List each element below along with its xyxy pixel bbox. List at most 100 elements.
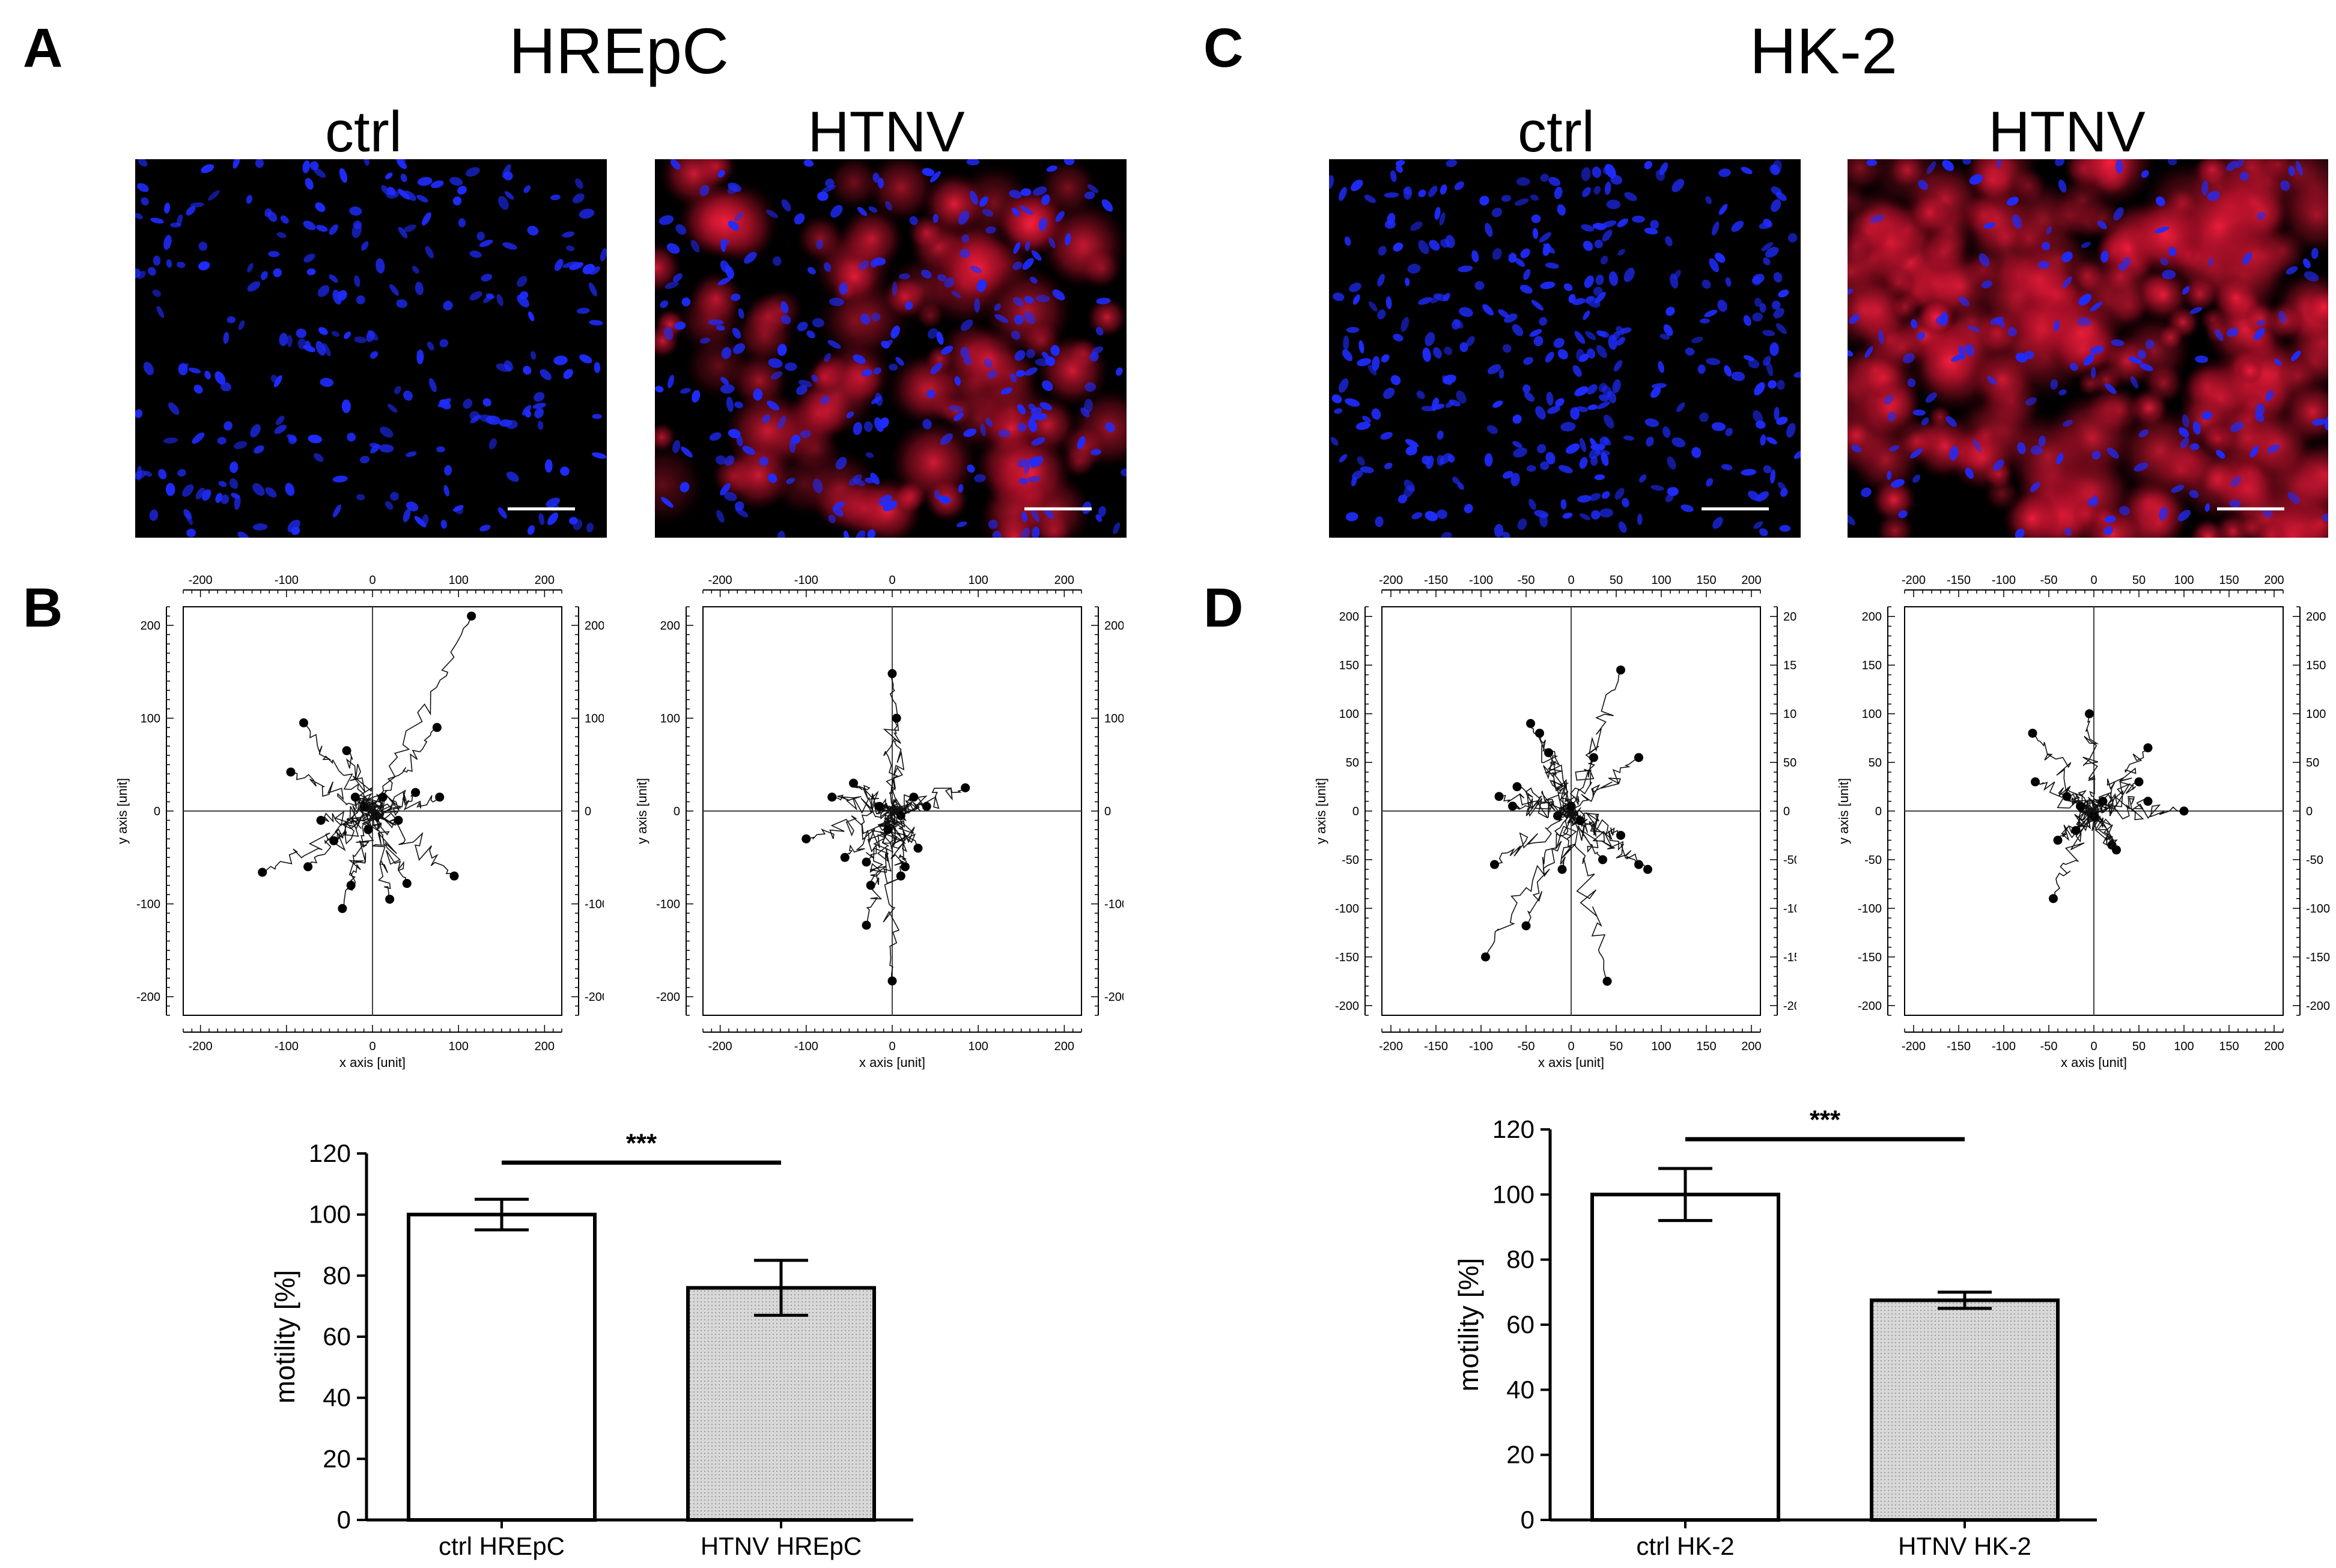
y-tick-label: 0 [154, 805, 160, 818]
nucleus [2083, 354, 2094, 366]
nucleus [2201, 411, 2212, 420]
nucleus [921, 269, 932, 279]
nucleus [1593, 287, 1603, 296]
nucleus [2138, 430, 2149, 437]
nucleus [193, 384, 203, 394]
track-endpoint [1598, 855, 1607, 865]
nucleus [994, 303, 1002, 311]
nucleus [1909, 448, 1923, 459]
cell-track [886, 718, 905, 812]
nucleus [1903, 353, 1915, 363]
track-endpoint [2076, 801, 2085, 811]
nucleus [148, 267, 156, 276]
nucleus [403, 508, 411, 523]
virus-signal [1081, 248, 1122, 289]
nucleus [469, 411, 480, 421]
nucleus [1407, 264, 1421, 274]
nucleus [1084, 382, 1097, 392]
nucleus [2257, 211, 2266, 220]
x-tick-label: -200 [1902, 574, 1926, 587]
bar [1870, 1298, 2060, 1522]
nucleus [268, 251, 280, 257]
nucleus [443, 485, 449, 497]
y-tick-label: 200 [1104, 619, 1124, 633]
nucleus [444, 465, 452, 476]
nucleus [960, 319, 973, 331]
nucleus [354, 336, 367, 344]
nucleus [1587, 404, 1598, 410]
x-axis-label: x axis [unit] [2061, 1055, 2127, 1069]
nucleus [1889, 445, 1899, 452]
nucleus [1585, 330, 1596, 341]
nucleus [1526, 465, 1536, 472]
nucleus [956, 521, 967, 527]
nucleus [865, 477, 875, 484]
nucleus [1787, 232, 1798, 243]
nucleus [481, 273, 493, 282]
nucleus [416, 195, 428, 202]
nucleus [1712, 221, 1720, 236]
nucleus [958, 210, 970, 225]
nucleus [1020, 527, 1030, 538]
nucleus [1352, 294, 1360, 305]
nucleus [974, 298, 981, 313]
nucleus [1457, 482, 1464, 490]
nucleus [1754, 382, 1765, 396]
nucleus [1577, 495, 1592, 503]
nucleus [1105, 422, 1115, 433]
nucleus [674, 321, 686, 330]
nucleus [152, 289, 161, 297]
nucleus [1887, 470, 1892, 480]
cell-track [1525, 810, 1572, 926]
nucleus [1334, 408, 1343, 414]
hrepc-ctrl-label: ctrl [325, 100, 402, 164]
nucleus [2239, 171, 2249, 181]
nucleus [1357, 358, 1371, 366]
nucleus [728, 182, 741, 192]
nucleus [2278, 311, 2287, 324]
nucleus [1755, 420, 1766, 429]
nucleus [1028, 403, 1036, 412]
nucleus [158, 469, 167, 479]
nucleus [1520, 248, 1530, 258]
nucleus [1345, 398, 1360, 407]
nucleus [163, 437, 178, 444]
virus-signal [1917, 298, 1956, 337]
nucleus [1849, 314, 1860, 324]
track-endpoint [449, 871, 459, 881]
nucleus [229, 478, 239, 489]
x-axis-label: x axis [unit] [859, 1055, 925, 1069]
x-tick-label: 0 [889, 1040, 895, 1053]
nucleus [1048, 237, 1056, 249]
y-tick-label: -200 [136, 991, 160, 1004]
y-tick-label: 0 [1521, 1506, 1535, 1534]
cell-track [1569, 757, 1596, 812]
nucleus [875, 392, 883, 406]
nucleus [1763, 219, 1772, 228]
nucleus [1609, 271, 1618, 287]
nucleus [1620, 327, 1632, 334]
virus-signal [1888, 159, 1926, 189]
nucleus [2171, 485, 2185, 493]
nucleus [1600, 255, 1608, 265]
nucleus [562, 231, 575, 238]
nucleus [1965, 467, 1974, 479]
nucleus [1754, 297, 1762, 307]
nucleus [2064, 527, 2072, 536]
nucleus [153, 255, 161, 266]
virus-signal [2071, 499, 2102, 529]
nucleus [994, 314, 1009, 323]
nucleus [2160, 257, 2169, 266]
nucleus [135, 268, 141, 279]
x-tick-label: -150 [1947, 574, 1971, 587]
track-endpoint [1566, 801, 1576, 811]
nucleus [479, 239, 493, 248]
virus-signal [1848, 180, 1867, 219]
virus-signal [827, 159, 881, 210]
nucleus [1623, 267, 1635, 282]
nucleus [665, 281, 679, 290]
nucleus [1512, 324, 1524, 336]
nucleus [1599, 436, 1610, 446]
nucleus [1671, 437, 1686, 448]
nucleus [1650, 387, 1661, 398]
